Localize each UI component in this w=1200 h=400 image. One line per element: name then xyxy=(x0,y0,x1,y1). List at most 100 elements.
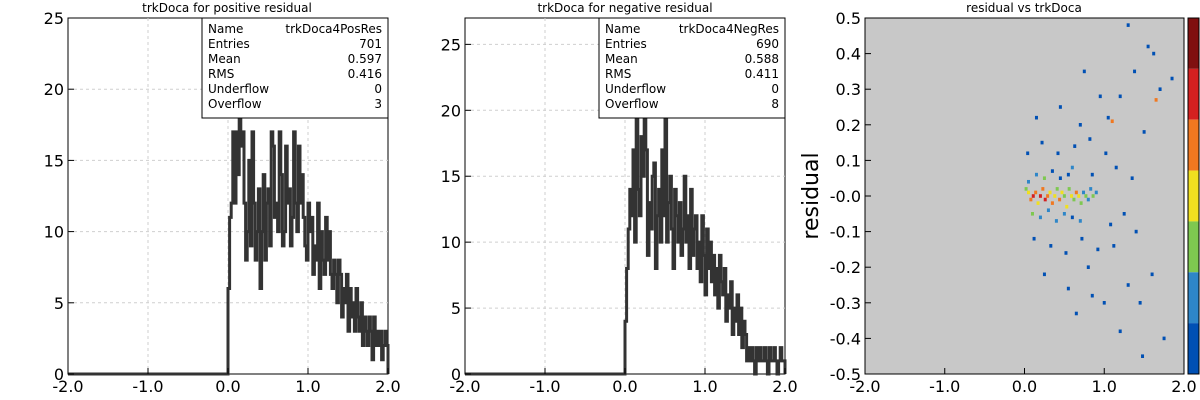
heatmap-cell xyxy=(1040,140,1044,145)
palette-swatch xyxy=(1188,170,1199,222)
stats-value: trkDoca4PosRes xyxy=(285,22,382,36)
stats-key: Overflow xyxy=(208,97,262,111)
panel1-y-axis: 0 5 10 15 20 25 xyxy=(44,9,74,384)
heatmap-cell xyxy=(1054,219,1058,223)
heatmap-cell xyxy=(1089,187,1093,191)
y-tick-label: -0.1 xyxy=(830,223,861,242)
heatmap-cell xyxy=(1077,194,1081,198)
heatmap-cell xyxy=(1102,301,1106,305)
stats-value: 0.597 xyxy=(348,52,382,66)
y-tick-label: 25 xyxy=(44,9,64,28)
heatmap-cell xyxy=(1118,329,1122,334)
y-tick-label: 0 xyxy=(54,365,64,384)
heatmap-cell xyxy=(1158,87,1162,91)
panel2-title: trkDoca for negative residual xyxy=(537,1,712,15)
heatmap-cell xyxy=(1065,204,1069,209)
y-tick-label: -0.3 xyxy=(830,294,861,313)
heatmap-cell xyxy=(1114,165,1118,170)
heatmap-cell xyxy=(1043,197,1047,202)
heatmap-cell xyxy=(1026,179,1030,184)
heatmap-cell xyxy=(1086,197,1090,202)
heatmap-cell xyxy=(1049,244,1053,248)
y-tick-label: 15 xyxy=(441,167,461,186)
panel1-stats-box: Name trkDoca4PosRes Entries 701 Mean 0.597 RMS… xyxy=(201,17,389,119)
heatmap-cell xyxy=(1056,151,1060,156)
heatmap-cell xyxy=(1106,115,1110,120)
stats-key: Entries xyxy=(605,37,647,51)
y-tick-label: 0.3 xyxy=(836,80,861,99)
palette-swatch xyxy=(1188,68,1199,120)
heatmap-cell xyxy=(1133,69,1137,74)
heatmap-cell xyxy=(1046,208,1050,213)
heatmap-cell xyxy=(1055,187,1059,191)
heatmap-cell xyxy=(1070,165,1074,170)
heatmap-cell xyxy=(1130,176,1134,180)
heatmap-cell xyxy=(1053,194,1057,198)
heatmap-cell xyxy=(1134,229,1138,234)
heatmap-cell xyxy=(1070,194,1074,198)
heatmap-cell xyxy=(1104,151,1108,156)
heatmap-cell xyxy=(1058,105,1062,109)
x-tick-label: 1.0 xyxy=(692,377,717,396)
heatmap-cell xyxy=(1066,286,1070,291)
panel3-plot-area xyxy=(864,17,1185,375)
panel3-x-axis: -2.0 -1.0 0.0 1.0 2.0 xyxy=(849,368,1197,396)
heatmap-cell xyxy=(1162,336,1166,341)
stats-key: Mean xyxy=(208,52,241,66)
histogram-outline xyxy=(68,87,390,376)
y-tick-label: 0.1 xyxy=(836,151,861,170)
heatmap-cell xyxy=(1034,190,1038,195)
stats-key: Entries xyxy=(208,37,250,51)
heatmap-cell xyxy=(1079,201,1083,205)
heatmap-cell xyxy=(1072,197,1076,202)
heatmap-cell xyxy=(1078,219,1082,223)
stats-value: 3 xyxy=(374,97,382,111)
heatmap-cell xyxy=(1074,190,1078,195)
x-tick-label: 0.0 xyxy=(1012,377,1037,396)
heatmap-cell xyxy=(1062,212,1066,216)
x-tick-label: -1.0 xyxy=(929,377,960,396)
y-tick-label: 0 xyxy=(451,365,461,384)
stats-value: 690 xyxy=(756,37,779,51)
stats-key: Name xyxy=(208,22,243,36)
heatmap-cell xyxy=(1070,215,1074,220)
panel-positive-residual: trkDoca for positive residual 0 5 10 15 20 25… xyxy=(44,1,401,396)
stats-key: RMS xyxy=(605,67,631,81)
heatmap-cell xyxy=(1090,293,1094,298)
x-tick-label: 2.0 xyxy=(772,377,797,396)
panel3-y-axis: 0.5 0.4 0.3 0.2 0.1 -0.0 -0.1 -0.2 -0.3 -0.4 -0.5 xyxy=(830,9,871,384)
y-tick-label: 10 xyxy=(441,233,461,252)
heatmap-cell xyxy=(1086,265,1090,269)
heatmap-cell xyxy=(1031,194,1035,198)
panel2-histogram xyxy=(465,95,787,376)
heatmap-cell xyxy=(1150,272,1154,277)
heatmap-cell xyxy=(1146,44,1150,49)
heatmap-cell xyxy=(1154,98,1158,102)
y-tick-label: 5 xyxy=(54,294,64,313)
stats-key: Mean xyxy=(605,52,638,66)
heatmap-cell xyxy=(1088,137,1092,141)
heatmap-cell xyxy=(1030,212,1034,216)
heatmap-cell xyxy=(1058,197,1062,202)
y-tick-label: 20 xyxy=(441,101,461,120)
palette-swatch xyxy=(1188,221,1199,273)
heatmap-cell xyxy=(1050,201,1054,205)
panel2-y-axis: 0 5 10 15 20 25 xyxy=(441,35,471,384)
stats-value: 0 xyxy=(771,82,779,96)
y-tick-label: -0.2 xyxy=(830,258,861,277)
y-tick-label: 20 xyxy=(44,80,64,99)
histogram-outline xyxy=(465,95,787,376)
stats-key: Overflow xyxy=(605,97,659,111)
panel-negative-residual: trkDoca for negative residual 0 5 10 15 20 25… xyxy=(441,1,798,396)
heatmap-cell xyxy=(1098,94,1102,99)
stats-key: Name xyxy=(605,22,640,36)
stats-value: 0 xyxy=(374,82,382,96)
panel3-title: residual vs trkDoca xyxy=(966,1,1082,15)
stats-box-frame xyxy=(201,17,389,119)
heatmap-cell xyxy=(1042,272,1046,277)
panel3-color-palette xyxy=(1187,17,1200,375)
x-tick-label: 1.0 xyxy=(295,377,320,396)
heatmap-cell xyxy=(1032,236,1036,241)
panel2-x-axis: -2.0 -1.0 0.0 1.0 2.0 xyxy=(449,368,798,396)
panel2-stats-box: Name trkDoca4NegRes Entries 690 Mean 0.588 RMS… xyxy=(598,17,786,119)
